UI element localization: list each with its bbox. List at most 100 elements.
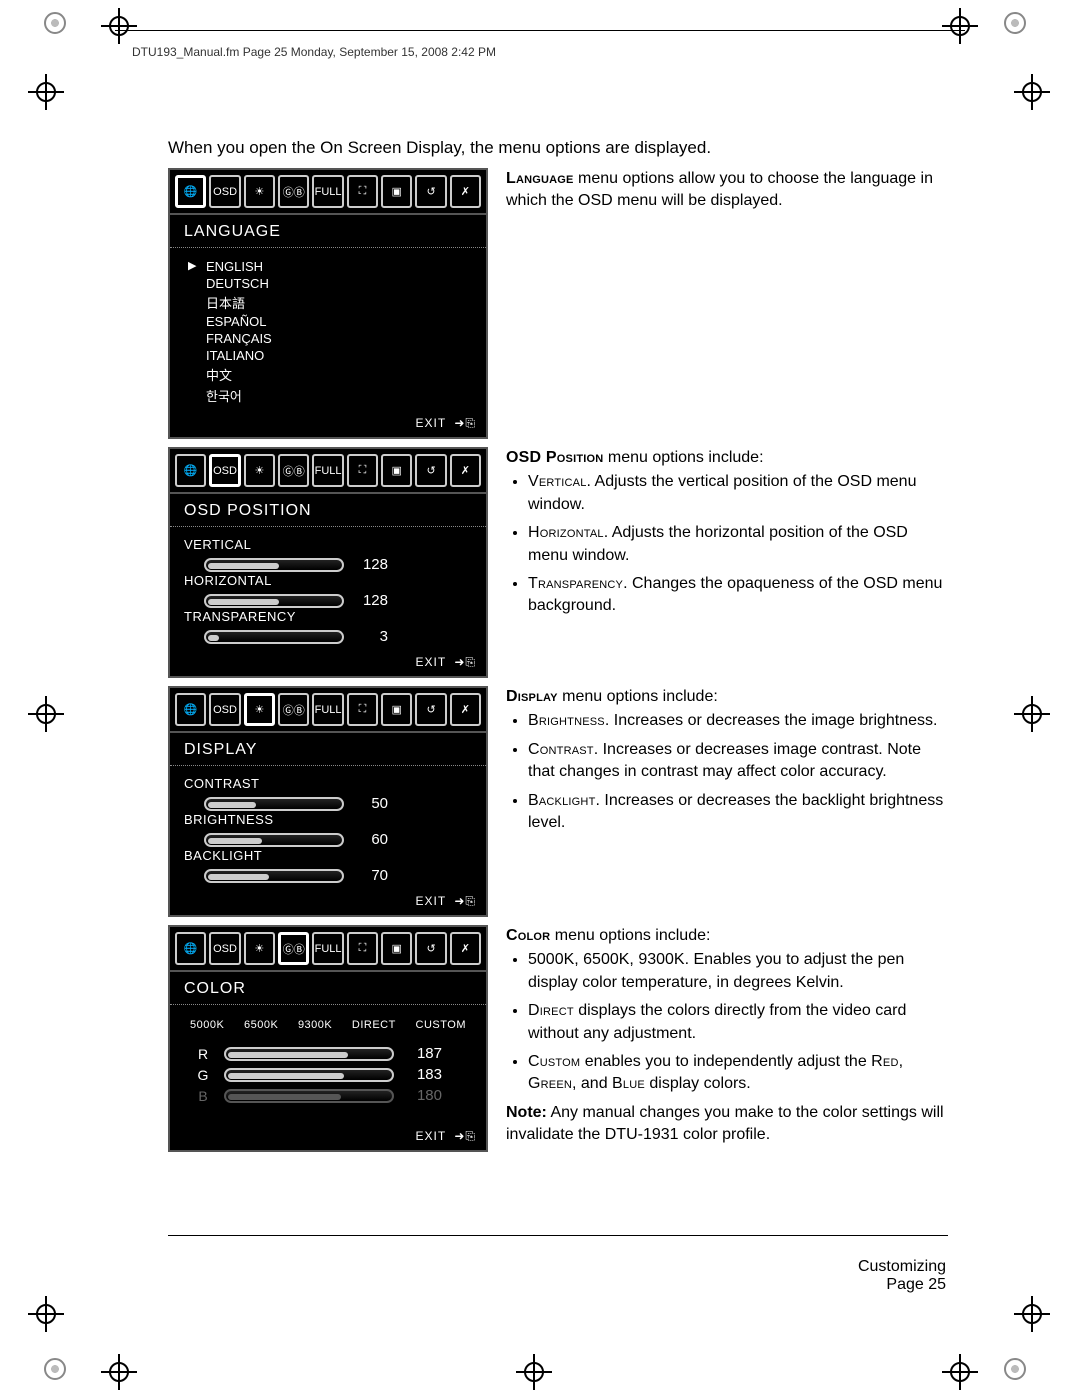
slider-row: 60 [204,831,472,848]
osd-color-panel: 🌐OSD☀ⒼⒷFULL⛶▣↺✗ COLOR 5000K6500K9300KDIR… [168,925,488,1152]
slider-label: VERTICAL [184,537,472,552]
slider-value: 183 [406,1066,442,1083]
exit-icon: ➜⎘ [454,655,476,670]
color-desc-title: Color [506,927,550,944]
display-desc-title: Display [506,688,558,705]
desc-bullet: Horizontal. Adjusts the horizontal posit… [528,522,948,567]
crop-target-tr [946,12,974,40]
crop-target-tl [105,12,133,40]
header-rule [115,30,965,31]
osd-tab-icon: ⒼⒷ [278,175,309,208]
crop-target-rb [1018,1300,1046,1328]
osd-tab-icon: 🌐 [175,693,206,726]
crop-dot-tl [44,12,66,34]
blue-word: Blue [612,1075,645,1092]
crop-dot-bl [44,1358,66,1380]
color-desc-direct: Direct displays the colors directly from… [528,1000,948,1045]
slider-track [224,1047,394,1061]
desc-bullet: Backlight. Increases or decreases the ba… [528,790,948,835]
osd-tab-icon: FULL [312,693,343,726]
slider-row: 50 [204,795,472,812]
language-option: 中文 [192,364,472,385]
display-row: 🌐OSD☀ⒼⒷFULL⛶▣↺✗ DISPLAY CONTRAST50BRIGHT… [168,686,948,917]
osd-tab-icon: ⒼⒷ [278,693,309,726]
direct-text: displays the colors directly from the vi… [528,1002,906,1041]
slider-row: 128 [204,556,472,573]
desc-bullet: Brightness. Increases or decreases the i… [528,710,948,732]
footer-page: Page 25 [858,1276,946,1294]
crop-target-rt [1018,78,1046,106]
osd-tab-icon: ⛶ [347,454,378,487]
osd-tab-icon: OSD [209,175,240,208]
slider-value: 60 [352,831,388,848]
osd-position-desc-lead: menu options include: [603,449,763,466]
crop-target-bc [520,1358,548,1386]
manual-page: DTU193_Manual.fm Page 25 Monday, Septemb… [0,0,1080,1397]
exit-label: EXIT [416,655,446,669]
slider-value: 50 [352,795,388,812]
osd-position-desc: OSD Position menu options include: Verti… [506,447,948,624]
crop-dot-br [1004,1358,1026,1380]
display-desc: Display menu options include: Brightness… [506,686,948,840]
desc-bullet: Transparency. Changes the opaqueness of … [528,573,948,618]
osd-tab-icon: ▣ [381,454,412,487]
osd-tab-icon: ↺ [415,693,446,726]
slider-value: 70 [352,867,388,884]
desc-bullet: Contrast. Increases or decreases image c… [528,739,948,784]
color-temp-tab: 6500K [244,1019,278,1031]
exit-label: EXIT [416,1129,446,1143]
slider-label: TRANSPARENCY [184,609,472,624]
slider-value: 128 [352,556,388,573]
osd-tab-icon: ☀ [244,693,275,726]
display-desc-lead: menu options include: [558,688,718,705]
custom-key: Custom [528,1053,580,1070]
osd-title-color: COLOR [170,972,486,1005]
osd-exit: EXIT ➜⎘ [170,890,486,915]
osd-tab-icon: 🌐 [175,932,206,965]
osd-position-body: VERTICAL128HORIZONTAL128TRANSPARENCY3 [170,527,486,651]
osd-tab-icon: ▣ [381,175,412,208]
osd-tab-icon: ⛶ [347,932,378,965]
osd-tab-icon: ☀ [244,932,275,965]
language-option: ESPAÑOL [192,313,472,330]
osd-icon-bar: 🌐OSD☀ⒼⒷFULL⛶▣↺✗ [170,170,486,215]
red-word: Red [871,1053,898,1070]
language-option: ENGLISH [192,258,472,275]
osd-tab-icon: ⛶ [347,693,378,726]
osd-tab-icon: ▣ [381,693,412,726]
color-temp-tab: 5000K [190,1019,224,1031]
osd-tab-icon: ↺ [415,932,446,965]
osd-exit: EXIT ➜⎘ [170,651,486,676]
main-content: When you open the On Screen Display, the… [168,138,948,1160]
slider-label: CONTRAST [184,776,472,791]
crop-target-br [946,1358,974,1386]
exit-icon: ➜⎘ [454,1129,476,1144]
language-option: DEUTSCH [192,275,472,292]
color-desc-custom: Custom enables you to independently adju… [528,1051,948,1096]
color-desc-kelvin: 5000K, 6500K, 9300K. Enables you to adju… [528,949,948,994]
color-desc-lead: menu options include: [550,927,710,944]
rgb-row: G183 [194,1066,472,1083]
osd-tab-icon: ✗ [450,932,481,965]
osd-position-desc-title: OSD Position [506,449,603,466]
slider-value: 187 [406,1045,442,1062]
osd-tab-icon: ☀ [244,175,275,208]
slider-track [204,558,344,572]
slider-value: 3 [352,628,388,645]
color-desc: Color menu options include: 5000K, 6500K… [506,925,948,1147]
osd-tab-icon: OSD [209,693,240,726]
direct-key: Direct [528,1002,574,1019]
exit-icon: ➜⎘ [454,894,476,909]
osd-language-list: ENGLISHDEUTSCH日本語ESPAÑOLFRANÇAISITALIANO… [178,248,486,412]
osd-tab-icon: ▣ [381,932,412,965]
page-header: DTU193_Manual.fm Page 25 Monday, Septemb… [132,45,496,59]
green-word: Green [528,1075,572,1092]
osd-tab-icon: FULL [312,932,343,965]
footer-rule [168,1235,948,1236]
osd-tab-icon: ✗ [450,454,481,487]
crop-dot-tr [1004,12,1026,34]
custom-text-1: enables you to independently adjust the [580,1053,871,1070]
osd-display-panel: 🌐OSD☀ⒼⒷFULL⛶▣↺✗ DISPLAY CONTRAST50BRIGHT… [168,686,488,917]
language-option: 한국어 [192,385,472,406]
note-text: Any manual changes you make to the color… [506,1104,944,1143]
